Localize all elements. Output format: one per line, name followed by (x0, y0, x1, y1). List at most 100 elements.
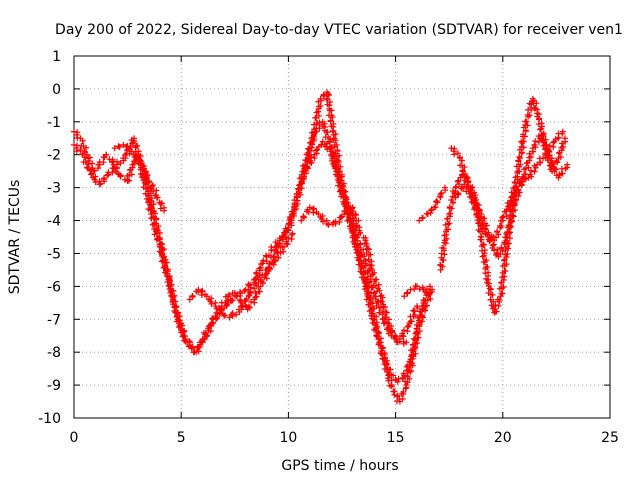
trace-marker (515, 193, 522, 200)
x-tick-label: 20 (494, 430, 512, 446)
data-point (403, 339, 410, 346)
trace-marker (531, 168, 538, 175)
data-point (424, 210, 431, 217)
trace-marker (263, 275, 270, 282)
trace-marker (551, 168, 558, 175)
trace-marker (550, 139, 557, 146)
trace-marker (499, 274, 506, 281)
trace-marker (100, 159, 107, 166)
trace-marker (522, 118, 529, 125)
trace-marker (132, 150, 139, 157)
trace-marker (288, 211, 295, 218)
trace-marker (525, 164, 532, 171)
trace-marker (357, 240, 364, 247)
trace-marker (213, 314, 220, 321)
data-point (212, 303, 219, 310)
trace-marker (388, 383, 395, 390)
trace-marker (454, 178, 461, 185)
data-point (315, 210, 322, 217)
trace-marker (476, 207, 483, 214)
trace-marker (471, 206, 478, 213)
trace-marker (203, 333, 210, 340)
trace-marker (462, 177, 469, 184)
trace-marker (366, 261, 373, 268)
trace-marker (253, 280, 260, 287)
trace-marker (440, 245, 447, 252)
trace-marker (532, 138, 539, 145)
data-point (465, 184, 472, 191)
x-axis-label: GPS time / hours (281, 458, 398, 474)
trace-marker (92, 179, 99, 186)
trace-marker (400, 327, 407, 334)
trace-marker (171, 292, 178, 299)
trace-marker (326, 107, 333, 114)
trace-marker (288, 217, 295, 224)
trace-marker (153, 225, 160, 232)
trace-marker (327, 117, 334, 124)
trace-marker (373, 319, 380, 326)
data-points (71, 89, 571, 405)
trace-marker (520, 138, 527, 145)
trace-marker (444, 216, 451, 223)
trace-marker (404, 373, 411, 380)
trace-marker (352, 211, 359, 218)
trace-marker (454, 190, 461, 197)
trace-marker (533, 100, 540, 107)
trace-marker (448, 197, 455, 204)
trace-marker (288, 231, 295, 238)
trace-marker (481, 252, 488, 259)
trace-marker (285, 235, 292, 242)
trace-marker (486, 285, 493, 292)
trace-marker (84, 164, 91, 171)
trace-marker (136, 156, 143, 163)
trace-marker (171, 304, 178, 311)
data-point (416, 217, 423, 224)
data-point (281, 243, 288, 250)
trace-marker (145, 179, 152, 186)
trace-marker (128, 171, 135, 178)
chart-title: Day 200 of 2022, Sidereal Day-to-day VTE… (55, 22, 623, 38)
y-tick-label: -8 (47, 345, 61, 361)
trace-marker (500, 284, 507, 291)
trace-marker (390, 372, 397, 379)
trace-marker (256, 288, 263, 295)
trace-marker (376, 287, 383, 294)
trace-marker (370, 292, 377, 299)
trace-marker (479, 225, 486, 232)
trace-marker (498, 245, 505, 252)
trace-marker (380, 344, 387, 351)
data-point (414, 303, 421, 310)
trace-marker (295, 186, 302, 193)
trace-marker (297, 181, 304, 188)
trace-marker (143, 174, 150, 181)
trace-marker (325, 92, 332, 99)
trace-marker (527, 171, 534, 178)
trace-marker (537, 126, 544, 133)
trace-marker (538, 125, 545, 132)
trace-marker (332, 131, 339, 138)
trace-marker (297, 191, 304, 198)
trace-marker (332, 137, 339, 144)
x-tick-label: 10 (279, 430, 297, 446)
trace-marker (447, 203, 454, 210)
trace-marker (233, 311, 240, 318)
trace-marker (496, 296, 503, 303)
trace-marker (140, 165, 147, 172)
trace-marker (156, 248, 163, 255)
data-point (111, 145, 118, 152)
trace-marker (492, 302, 499, 309)
trace-marker (522, 165, 529, 172)
trace-marker (171, 303, 178, 310)
y-tick-label: -3 (47, 181, 61, 197)
trace-marker (177, 322, 184, 329)
trace-marker (336, 179, 343, 186)
trace-marker (331, 162, 338, 169)
trace-marker (386, 366, 393, 373)
trace-marker (146, 201, 153, 208)
trace-marker (416, 319, 423, 326)
trace-marker (443, 226, 450, 233)
trace-marker (558, 140, 565, 147)
trace-marker (339, 183, 346, 190)
trace-marker (251, 285, 258, 292)
trace-marker (342, 195, 349, 202)
